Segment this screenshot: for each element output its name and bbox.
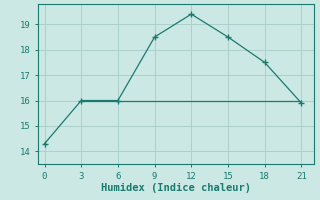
- X-axis label: Humidex (Indice chaleur): Humidex (Indice chaleur): [101, 183, 251, 193]
